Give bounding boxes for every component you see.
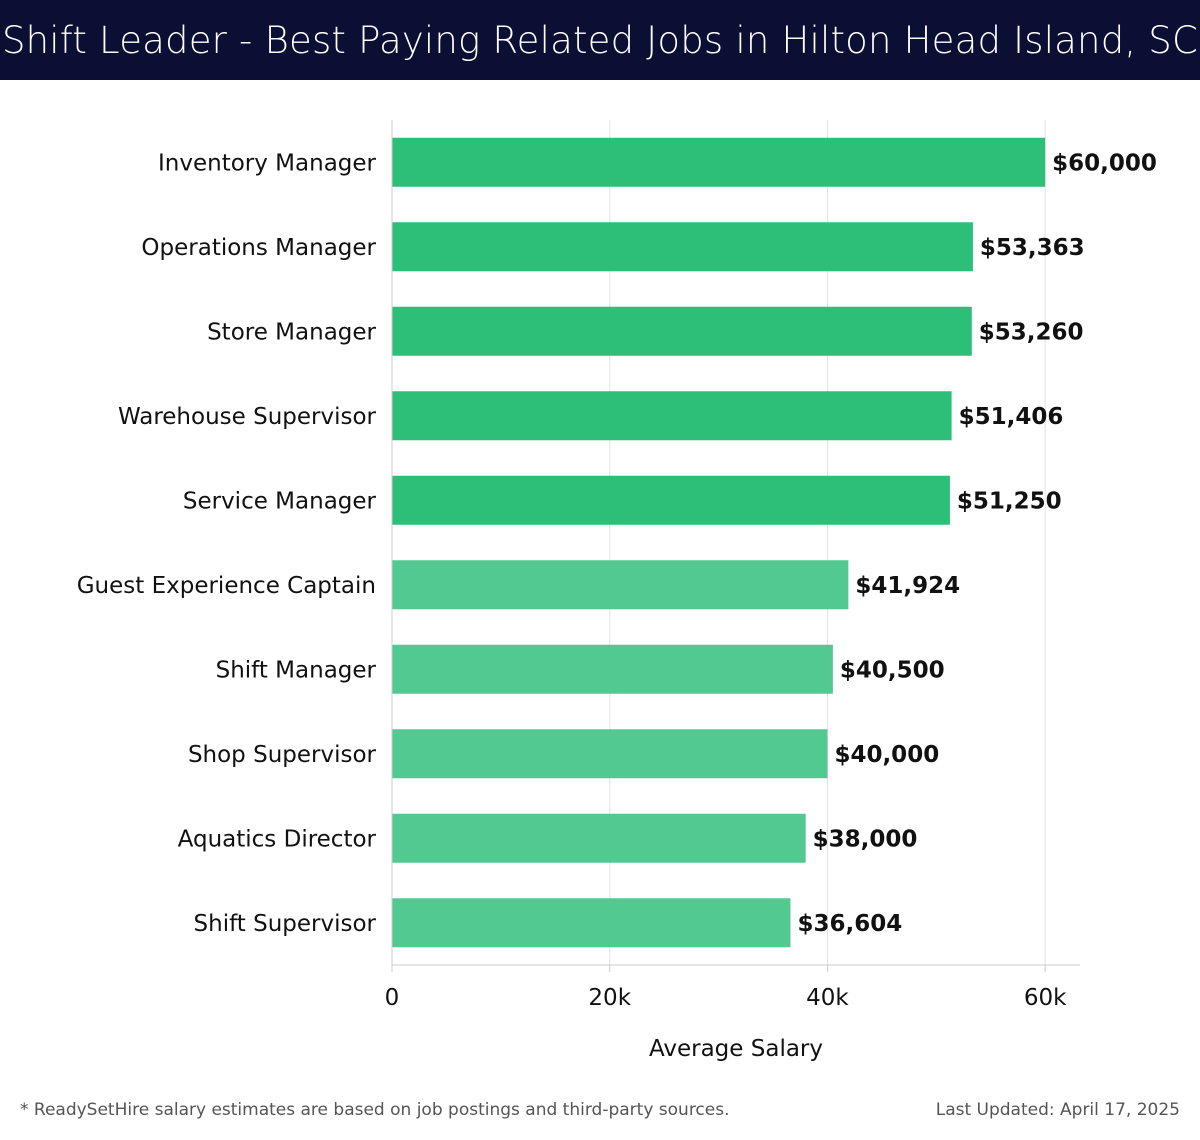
value-label: $36,604 [797, 911, 902, 937]
bar [392, 898, 791, 948]
chart-title: Shift Leader - Best Paying Related Jobs … [1, 18, 1199, 62]
bar-chart: 0 20k 40k 60k Inventory Manager $60,000 Operat… [77, 120, 1157, 1062]
category-label: Warehouse Supervisor [118, 404, 377, 430]
footer-note: * ReadySetHire salary estimates are base… [20, 1100, 730, 1120]
bar [392, 560, 849, 610]
x-tick-label: 0 [385, 985, 400, 1011]
bar [392, 475, 950, 525]
axes [391, 120, 1080, 972]
bar [392, 306, 972, 356]
value-label: $40,000 [834, 742, 939, 768]
bar [392, 729, 828, 779]
bar [392, 644, 833, 694]
value-label: $53,260 [979, 319, 1084, 345]
x-tick-label: 20k [588, 985, 631, 1011]
bar [392, 813, 806, 863]
bar [392, 222, 973, 272]
value-label: $51,406 [959, 404, 1064, 430]
category-label: Aquatics Director [178, 826, 377, 852]
category-label: Shift Manager [216, 657, 377, 683]
x-axis-title: Average Salary [649, 1036, 823, 1062]
value-label: $40,500 [840, 657, 945, 683]
labels: 0 20k 40k 60k Inventory Manager $60,000 Operat… [77, 150, 1157, 1011]
value-label: $41,924 [855, 573, 960, 599]
value-label: $60,000 [1052, 150, 1157, 176]
bars [392, 137, 1046, 948]
chart-header: Shift Leader - Best Paying Related Jobs … [0, 0, 1200, 80]
category-label: Service Manager [183, 488, 377, 514]
footer-updated: Last Updated: April 17, 2025 [935, 1100, 1180, 1120]
value-label: $53,363 [980, 235, 1085, 261]
value-label: $38,000 [813, 826, 918, 852]
value-label: $51,250 [957, 488, 1062, 514]
category-label: Shop Supervisor [188, 742, 377, 768]
bar [392, 137, 1046, 187]
category-label: Store Manager [207, 319, 376, 345]
category-label: Inventory Manager [158, 150, 377, 176]
category-label: Operations Manager [141, 235, 376, 261]
x-tick-label: 60k [1024, 985, 1067, 1011]
bar [392, 391, 952, 441]
category-label: Guest Experience Captain [77, 573, 376, 599]
category-label: Shift Supervisor [194, 911, 377, 937]
x-tick-label: 40k [806, 985, 849, 1011]
